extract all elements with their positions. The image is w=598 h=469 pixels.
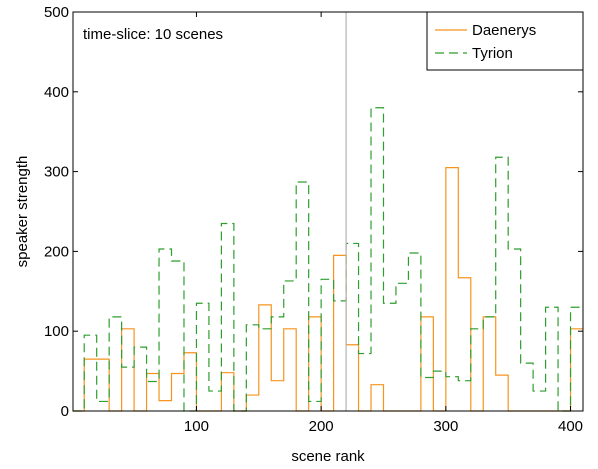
plot-frame (72, 11, 584, 412)
annotation: time-slice: 10 scenes (83, 26, 223, 43)
series-line-tyrion (73, 107, 583, 412)
y-tick-label: 500 (44, 4, 69, 21)
x-axis-label: scene rank (291, 448, 365, 465)
y-tick-label: 100 (44, 323, 69, 340)
ticks-layer: 100 200 300 400 0 100 200 300 400 500 (44, 4, 583, 435)
y-tick-label: 200 (44, 243, 69, 260)
y-tick-label: 300 (44, 164, 69, 181)
y-tick-label: 0 (61, 403, 69, 420)
legend-label-tyrion: Tyrion (472, 45, 513, 62)
legend-box (426, 11, 584, 71)
y-tick-label: 400 (44, 84, 69, 101)
x-tick-label: 200 (309, 418, 334, 435)
legend: Daenerys Tyrion (426, 11, 584, 71)
y-axis-label: speaker strength (14, 156, 31, 268)
legend-label-daenerys: Daenerys (472, 22, 536, 39)
x-tick-label: 100 (184, 418, 209, 435)
x-tick-label: 300 (433, 418, 458, 435)
x-tick-label: 400 (558, 418, 583, 435)
